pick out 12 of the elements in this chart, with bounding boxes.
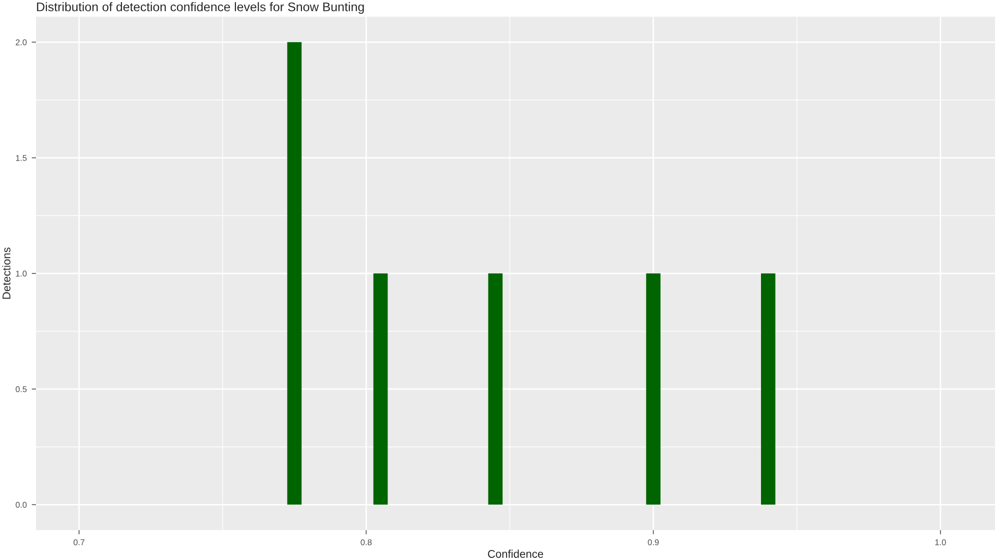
y-axis-title: Detections (2, 248, 10, 299)
x-axis-title: Confidence (488, 550, 544, 558)
y-tick-label: 1.0 (16, 270, 27, 277)
x-tick-label: 1.0 (935, 539, 946, 546)
x-tick-label: 0.9 (648, 539, 659, 546)
y-tick-label: 1.5 (16, 155, 27, 161)
y-tick-label: 0.5 (16, 386, 27, 392)
y-tick-label: 0.0 (16, 502, 27, 508)
x-tick-label: 0.7 (74, 539, 84, 546)
chart-title: Distribution of detection confidence levels for Snow Bunting (37, 2, 364, 14)
x-tick-label: 0.8 (360, 539, 372, 546)
y-tick-label: 2.0 (16, 39, 27, 46)
